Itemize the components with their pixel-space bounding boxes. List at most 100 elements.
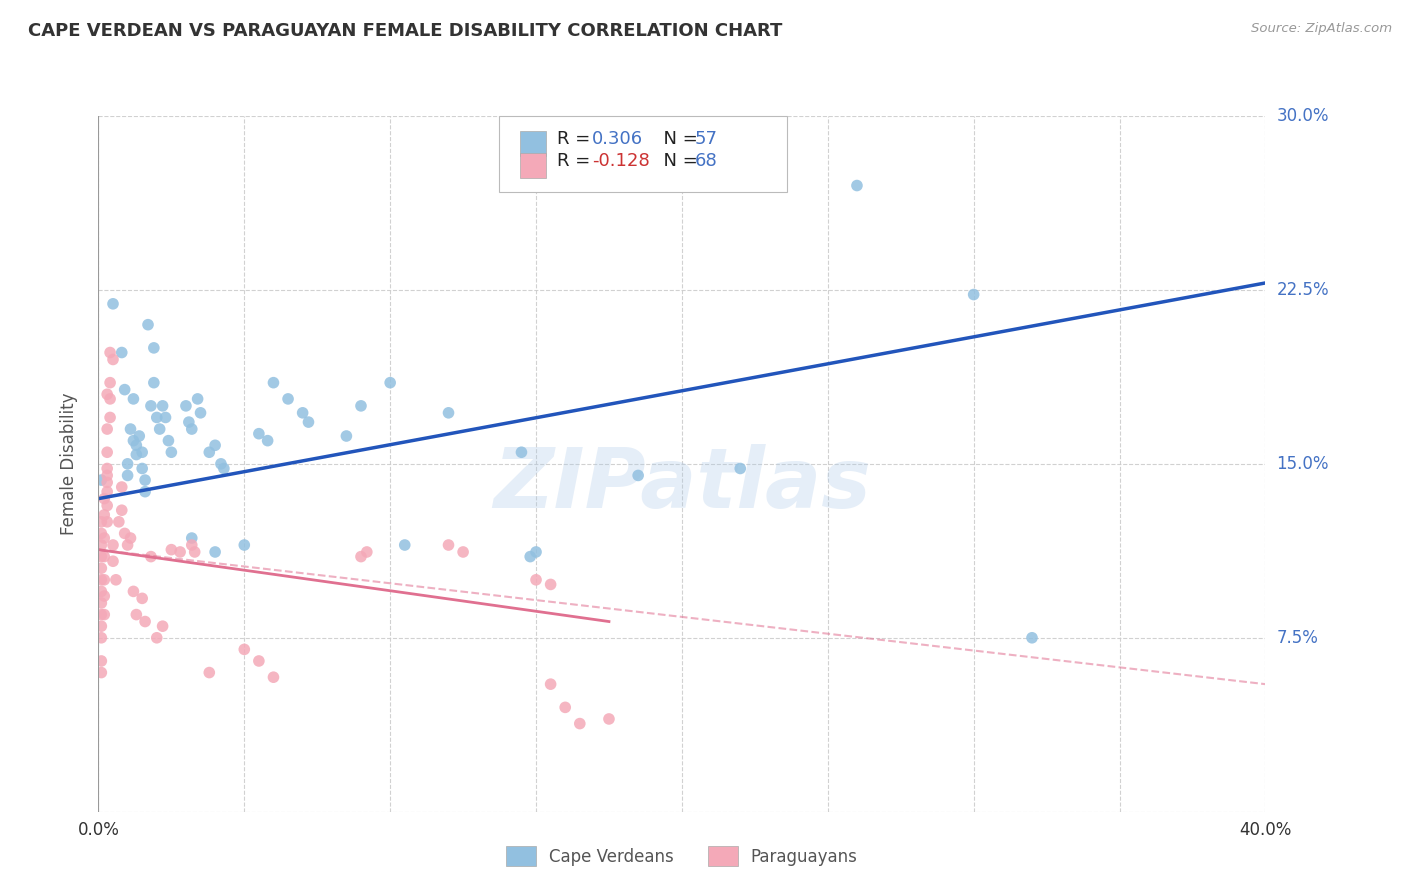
Point	[122, 584, 145, 599]
Text: 68: 68	[695, 153, 717, 170]
Text: N =: N =	[652, 130, 704, 148]
Point	[356, 545, 378, 559]
Point	[204, 545, 226, 559]
Point	[187, 392, 209, 406]
Point	[136, 318, 159, 332]
Text: 15.0%: 15.0%	[1277, 455, 1329, 473]
Point	[139, 399, 162, 413]
Point	[96, 468, 118, 483]
Point	[540, 677, 562, 691]
Point	[524, 573, 547, 587]
Point	[180, 531, 202, 545]
Point	[90, 619, 112, 633]
Point	[125, 448, 148, 462]
Point	[134, 484, 156, 499]
Point	[93, 508, 115, 522]
Y-axis label: Female Disability: Female Disability	[59, 392, 77, 535]
Point	[128, 429, 150, 443]
Point	[125, 438, 148, 452]
Point	[262, 670, 284, 684]
Point	[1021, 631, 1043, 645]
Legend: Cape Verdeans, Paraguayans: Cape Verdeans, Paraguayans	[499, 839, 865, 873]
Point	[157, 434, 180, 448]
Point	[90, 607, 112, 622]
Point	[152, 399, 174, 413]
Point	[122, 392, 145, 406]
Point	[93, 549, 115, 564]
Point	[524, 545, 547, 559]
Point	[96, 461, 118, 475]
Text: N =: N =	[652, 153, 704, 170]
Point	[183, 545, 205, 559]
Point	[98, 392, 121, 406]
Point	[174, 399, 197, 413]
Point	[101, 297, 124, 311]
Point	[437, 406, 460, 420]
Point	[98, 345, 121, 359]
Point	[90, 584, 112, 599]
Point	[120, 531, 142, 545]
Text: R =: R =	[557, 130, 596, 148]
Point	[134, 473, 156, 487]
Text: 0.306: 0.306	[592, 130, 643, 148]
Point	[90, 538, 112, 552]
Text: 7.5%: 7.5%	[1277, 629, 1319, 647]
Point	[90, 665, 112, 680]
Point	[155, 410, 177, 425]
Point	[98, 410, 121, 425]
Point	[96, 499, 118, 513]
Point	[198, 445, 221, 459]
Point	[98, 376, 121, 390]
Point	[152, 619, 174, 633]
Point	[233, 538, 256, 552]
Point	[146, 410, 169, 425]
Point	[96, 475, 118, 490]
Point	[93, 607, 115, 622]
Point	[117, 538, 139, 552]
Point	[190, 406, 212, 420]
Point	[554, 700, 576, 714]
Point	[291, 406, 314, 420]
Point	[297, 415, 319, 429]
Text: ZIPatlas: ZIPatlas	[494, 444, 870, 525]
Point	[962, 287, 984, 301]
Text: R =: R =	[557, 153, 596, 170]
Point	[131, 445, 153, 459]
Point	[146, 631, 169, 645]
Point	[131, 591, 153, 606]
Point	[111, 480, 134, 494]
Text: 57: 57	[695, 130, 717, 148]
Point	[93, 573, 115, 587]
Point	[233, 642, 256, 657]
Point	[394, 538, 416, 552]
Point	[180, 422, 202, 436]
Point	[247, 426, 270, 441]
Point	[277, 392, 299, 406]
Point	[108, 515, 131, 529]
Point	[114, 526, 136, 541]
Point	[335, 429, 357, 443]
Point	[90, 596, 112, 610]
Point	[198, 665, 221, 680]
Point	[134, 615, 156, 629]
Point	[209, 457, 232, 471]
Point	[117, 457, 139, 471]
Point	[540, 577, 562, 591]
Text: -0.128: -0.128	[592, 153, 650, 170]
Point	[568, 716, 591, 731]
Point	[90, 515, 112, 529]
Text: Source: ZipAtlas.com: Source: ZipAtlas.com	[1251, 22, 1392, 36]
Point	[101, 554, 124, 568]
Point	[845, 178, 868, 193]
Point	[90, 473, 112, 487]
Point	[627, 468, 650, 483]
Point	[90, 526, 112, 541]
Point	[120, 422, 142, 436]
Point	[93, 589, 115, 603]
Point	[101, 352, 124, 367]
Point	[90, 549, 112, 564]
Point	[451, 545, 474, 559]
Point	[125, 607, 148, 622]
Point	[93, 531, 115, 545]
Point	[96, 445, 118, 459]
